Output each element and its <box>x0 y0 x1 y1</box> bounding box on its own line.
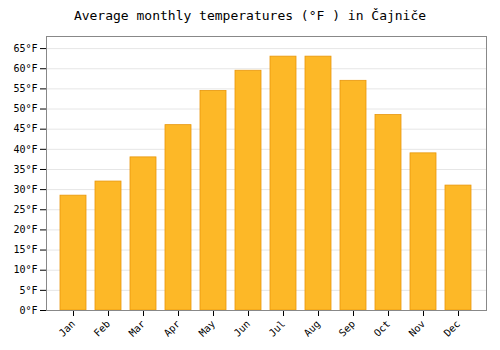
svg-text:Jul: Jul <box>267 318 288 339</box>
svg-text:40°F: 40°F <box>13 144 37 155</box>
svg-text:60°F: 60°F <box>13 63 37 74</box>
svg-text:Jan: Jan <box>57 318 78 339</box>
svg-text:Oct: Oct <box>372 318 393 339</box>
svg-text:Sep: Sep <box>337 318 358 339</box>
svg-text:25°F: 25°F <box>13 204 37 215</box>
svg-text:50°F: 50°F <box>13 103 37 114</box>
svg-text:May: May <box>197 318 218 339</box>
svg-text:10°F: 10°F <box>13 264 37 275</box>
svg-text:5°F: 5°F <box>19 285 37 296</box>
svg-text:Feb: Feb <box>92 318 113 339</box>
html-text:Average monthly temperatures (: Average monthly temperatures (°F ) in Ča… <box>73 8 427 23</box>
svg-text:0°F: 0°F <box>19 305 37 316</box>
svg-text:15°F: 15°F <box>13 244 37 255</box>
svg-text:Dec: Dec <box>442 318 463 339</box>
svg-text:20°F: 20°F <box>13 224 37 235</box>
svg-text:30°F: 30°F <box>13 184 37 195</box>
svg-text:35°F: 35°F <box>13 164 37 175</box>
svg-text:Nov: Nov <box>407 318 428 339</box>
svg-text:Apr: Apr <box>162 318 183 339</box>
svg-text:Mar: Mar <box>127 318 148 339</box>
svg-text:45°F: 45°F <box>13 123 37 134</box>
svg-text:Aug: Aug <box>302 318 323 339</box>
svg-text:55°F: 55°F <box>13 83 37 94</box>
svg-text:65°F: 65°F <box>13 43 37 54</box>
svg-text:Jun: Jun <box>232 318 253 339</box>
